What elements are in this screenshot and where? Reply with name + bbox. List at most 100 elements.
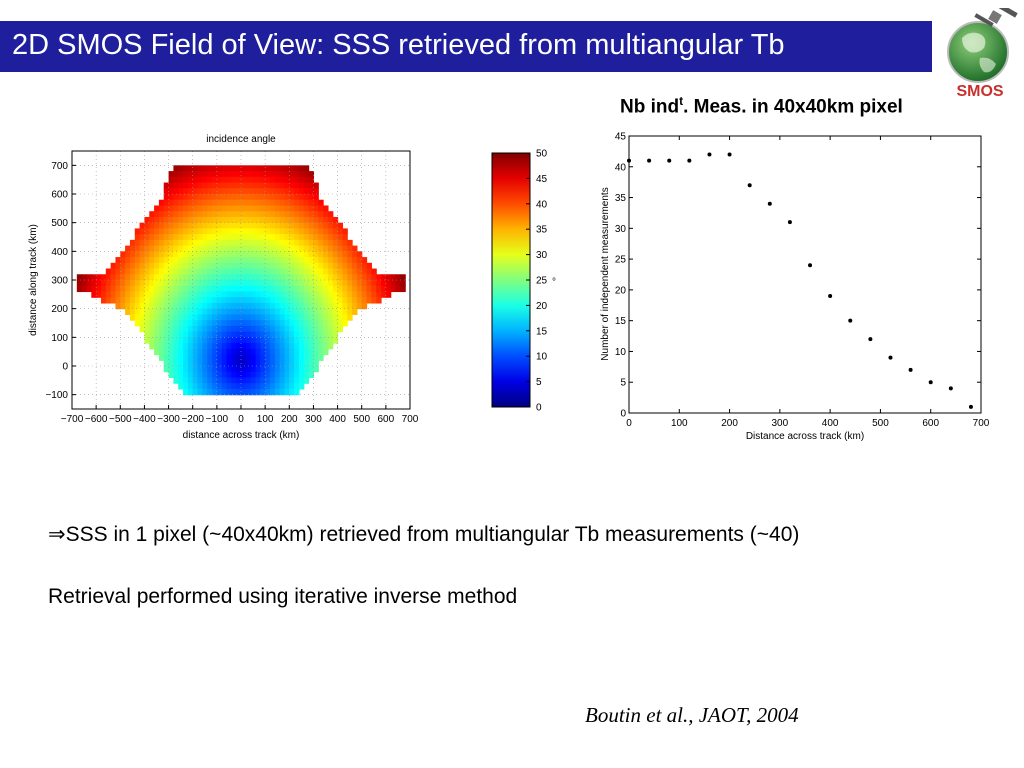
heatmap-cell <box>250 205 257 212</box>
heatmap-cell <box>231 182 237 189</box>
heatmap-cell <box>129 314 136 321</box>
heatmap-cell <box>168 314 174 321</box>
heatmap-cell <box>250 268 257 275</box>
heatmap-cell <box>313 251 319 258</box>
heatmap-cell <box>265 211 271 218</box>
heatmap-cell <box>294 165 300 172</box>
heatmap-cell <box>298 251 305 258</box>
heatmap-cell <box>212 251 218 258</box>
heatmap-cell <box>245 377 252 384</box>
heatmap-cell <box>236 268 242 275</box>
heatmap-cell <box>149 262 155 270</box>
heatmap-cell <box>323 268 329 275</box>
heatmap-cell <box>294 383 300 390</box>
scatter-point <box>848 318 853 323</box>
heatmap-cell <box>366 291 372 298</box>
heatmap-cell <box>202 297 208 304</box>
heatmap-cell <box>163 239 170 247</box>
heatmap-cell <box>168 194 174 201</box>
scatter-point <box>888 355 893 360</box>
heatmap-cell <box>236 262 242 270</box>
heatmap-cell <box>265 280 271 287</box>
heatmap-cell <box>284 257 290 264</box>
heatmap-cell <box>158 320 165 327</box>
heatmap-cell <box>250 354 257 361</box>
scatter-x-tick-label: 200 <box>721 418 738 429</box>
heatmap-cell <box>226 216 232 224</box>
heatmap-cell <box>178 171 184 178</box>
heatmap-cell <box>274 314 281 321</box>
heatmap-cell <box>284 228 290 235</box>
heatmap-cell <box>221 194 228 201</box>
heatmap-cell <box>250 331 257 338</box>
heatmap-cell <box>197 291 203 298</box>
heatmap-cell <box>173 274 179 281</box>
heatmap-cell <box>226 366 232 373</box>
heatmap-cell <box>265 245 271 252</box>
heatmap-cell <box>158 331 165 338</box>
heatmap-cell <box>197 262 203 270</box>
heatmap-cell <box>318 199 324 207</box>
heatmap-cell <box>197 343 203 350</box>
heatmap-cell <box>294 182 300 189</box>
heatmap-cell <box>212 297 218 304</box>
heatmap-cell <box>202 302 208 310</box>
heatmap-cell <box>212 171 218 178</box>
heatmap-cell <box>289 314 295 321</box>
heatmap-cell <box>202 280 208 287</box>
heatmap-cell <box>250 366 257 373</box>
heatmap-cell <box>129 291 136 298</box>
heatmap-cell <box>231 388 237 396</box>
heatmap-cell <box>183 262 189 270</box>
heatmap-cell <box>168 176 174 184</box>
heatmap-cell <box>308 216 315 224</box>
heatmap-cell <box>342 320 348 327</box>
heatmap-cell <box>284 188 290 195</box>
heatmap-cell <box>241 308 247 315</box>
heatmap-cell <box>207 239 213 247</box>
heatmap-cell <box>294 274 300 281</box>
heatmap-cell <box>192 280 199 287</box>
heatmap-cell <box>212 302 218 310</box>
heatmap-cell <box>144 297 150 304</box>
heatmap-cell <box>303 377 310 384</box>
heatmap-cell <box>352 302 358 310</box>
colorbar-tick-label: 5 <box>536 377 542 388</box>
heatmap-cell <box>241 285 247 293</box>
heatmap-cell <box>192 354 199 361</box>
heatmap-cell <box>154 285 160 293</box>
heatmap-cell <box>342 291 348 298</box>
heatmap-cell <box>284 331 290 338</box>
heatmap-cell <box>269 388 276 396</box>
heatmap-cell <box>226 360 232 367</box>
heatmap-cell <box>221 343 228 350</box>
heatmap-cell <box>120 285 126 293</box>
heatmap-cell <box>158 245 165 252</box>
scatter-y-tick-label: 0 <box>620 409 626 420</box>
heatmap-cell <box>298 291 305 298</box>
heatmap-cell <box>173 216 179 224</box>
colorbar-tick-label: 15 <box>536 326 548 337</box>
heatmap-cell <box>178 371 184 379</box>
heatmap-cell <box>212 165 218 172</box>
heatmap-cell <box>279 366 286 373</box>
heatmap-cell <box>183 331 189 338</box>
heatmap-cell <box>313 308 319 315</box>
heatmap-cell <box>226 211 232 218</box>
heatmap-cell <box>298 371 305 379</box>
heatmap-cell <box>173 302 179 310</box>
heatmap-cell <box>260 314 266 321</box>
heatmap-cell <box>192 360 199 367</box>
heatmap-cell <box>202 377 208 384</box>
heatmap-cell <box>207 188 213 195</box>
heatmap-cell <box>284 274 290 281</box>
heatmap-cell <box>265 314 271 321</box>
heatmap-cell <box>294 280 300 287</box>
heatmap-cell <box>187 257 194 264</box>
heatmap-cell <box>308 360 315 367</box>
heatmap-cell <box>241 388 247 396</box>
heatmap-cell <box>139 285 146 293</box>
heatmap-cell <box>245 360 252 367</box>
heatmap-cell <box>332 216 339 224</box>
heatmap-cell <box>187 188 194 195</box>
